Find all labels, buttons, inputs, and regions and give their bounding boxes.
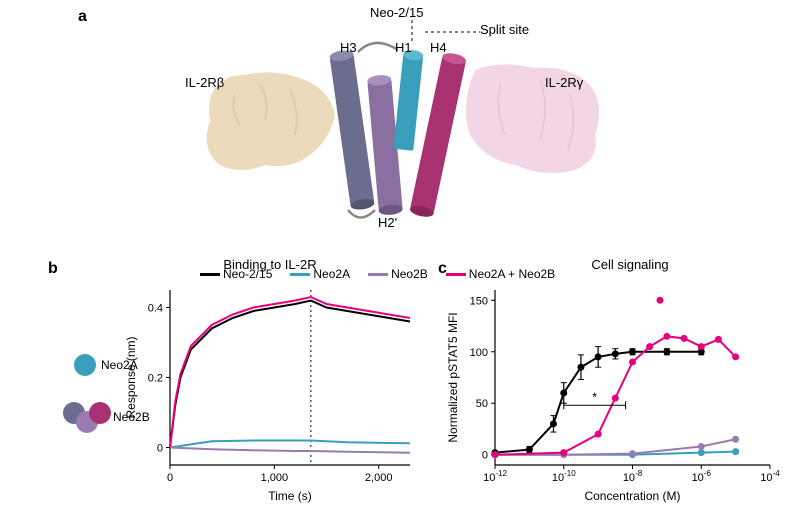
svg-text:50: 50 bbox=[476, 398, 488, 410]
svg-text:100: 100 bbox=[470, 347, 488, 359]
svg-text:Concentration (M): Concentration (M) bbox=[584, 489, 680, 503]
panel-c-title: Cell signaling bbox=[550, 257, 710, 272]
panel-b-chart: Binding to IL-2R 0 0.2 0.4 0 1,000 2,000 Time … bbox=[50, 260, 420, 510]
panel-b-svg: 0 0.2 0.4 0 1,000 2,000 Time (s) Response (nm) bbox=[50, 260, 420, 510]
svg-text:2,000: 2,000 bbox=[365, 472, 393, 484]
panel-c-chart: Cell signaling 0 50 100 150 10-12 10-10 10-8 10… bbox=[440, 260, 780, 510]
svg-text:1,000: 1,000 bbox=[261, 472, 289, 484]
svg-text:0.2: 0.2 bbox=[148, 373, 163, 385]
svg-text:Normalized pSTAT5 MFI: Normalized pSTAT5 MFI bbox=[446, 312, 460, 442]
helix-h1 bbox=[393, 49, 423, 151]
h3-label: H3 bbox=[340, 40, 357, 55]
svg-text:10-10: 10-10 bbox=[552, 469, 576, 484]
h1-label: H1 bbox=[395, 40, 412, 55]
svg-text:0: 0 bbox=[167, 472, 173, 484]
svg-text:10-6: 10-6 bbox=[692, 469, 712, 484]
svg-text:10-4: 10-4 bbox=[760, 469, 780, 484]
il2rg-label: IL-2Rγ bbox=[545, 75, 583, 90]
svg-text:Time (s): Time (s) bbox=[268, 489, 312, 503]
helix-h3 bbox=[329, 49, 375, 211]
panel-b-title: Binding to IL-2R bbox=[180, 257, 360, 272]
h2-label: H2' bbox=[378, 215, 397, 230]
panel-a-structure: Neo-2/15 Split site IL-2Rβ IL-2Rγ H3 H1 … bbox=[180, 10, 630, 240]
panel-a-label: a bbox=[78, 8, 87, 26]
il2rb-label: IL-2Rβ bbox=[185, 75, 224, 90]
svg-text:Response (nm): Response (nm) bbox=[124, 336, 138, 418]
svg-text:10-8: 10-8 bbox=[623, 469, 643, 484]
neo215-title: Neo-2/15 bbox=[370, 5, 423, 20]
h4-label: H4 bbox=[430, 40, 447, 55]
panel-c-svg: 0 50 100 150 10-12 10-10 10-8 10-6 10-4 * Concentr… bbox=[440, 260, 780, 510]
svg-text:*: * bbox=[592, 389, 597, 404]
svg-text:0: 0 bbox=[157, 443, 163, 455]
svg-text:150: 150 bbox=[470, 295, 488, 307]
left-surface bbox=[207, 72, 335, 170]
svg-text:10-12: 10-12 bbox=[483, 469, 507, 484]
svg-text:0: 0 bbox=[482, 450, 488, 462]
svg-text:0.4: 0.4 bbox=[148, 303, 163, 315]
split-site-label: Split site bbox=[480, 22, 529, 37]
